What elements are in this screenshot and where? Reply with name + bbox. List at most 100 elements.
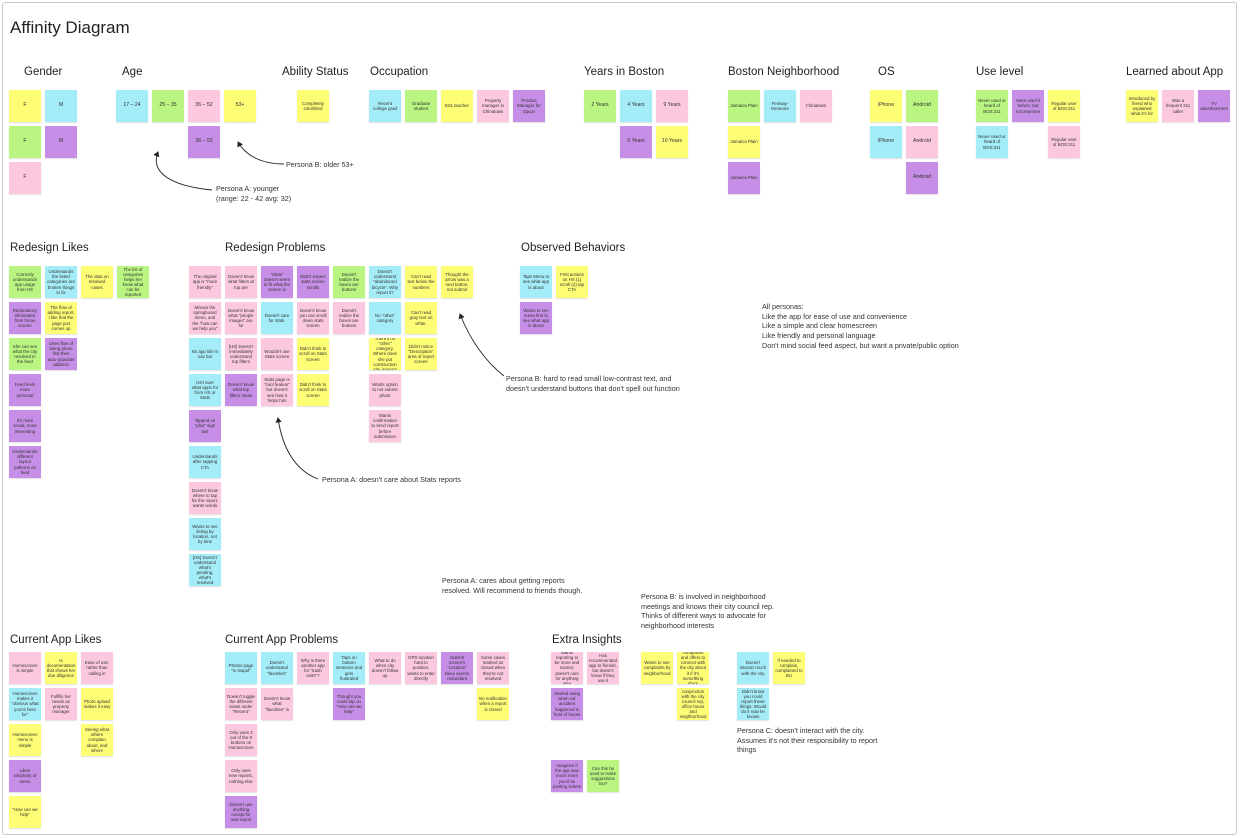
sticky-note: Fenway-Kenmore bbox=[764, 90, 796, 122]
sticky-note: Property manager in Chinatown bbox=[477, 90, 509, 122]
page-title: Affinity Diagram bbox=[10, 18, 130, 37]
sticky-note: Tapped on "plus" sign last bbox=[189, 410, 221, 442]
sticky-note: No app title in nav bar bbox=[189, 338, 221, 370]
sticky-note: Was a frequent 311 caller bbox=[1162, 90, 1194, 122]
sticky-note: Likes simplicity of menu bbox=[9, 760, 41, 792]
arrow-persona-a-stats bbox=[275, 417, 319, 480]
sticky-note: It's more visual, more interesting bbox=[9, 410, 41, 442]
sticky-note: Android bbox=[906, 126, 938, 158]
sticky-note: M bbox=[45, 90, 77, 122]
annotation-persona-a-resolved: Persona A: cares about getting reports r… bbox=[442, 576, 583, 595]
sticky-note: Thought the arrow was a next button, not… bbox=[441, 266, 473, 298]
sticky-note: 17 – 24 bbox=[116, 90, 148, 122]
sticky-note: Doesn't understand "favorites" bbox=[261, 652, 293, 684]
sticky-note: Regular user of BOS:311 bbox=[1048, 126, 1080, 158]
sticky-note: Taps Menu to see what app is about bbox=[520, 266, 552, 298]
sticky-note: Uses this in conjunction with the city c… bbox=[677, 688, 709, 720]
sticky-note: Introduced by friend who explained what … bbox=[1126, 90, 1158, 122]
header-redesign-problems: Redesign Problems bbox=[225, 242, 326, 254]
sticky-note: 9 Years bbox=[656, 90, 688, 122]
header-years-in-boston: Years in Boston bbox=[584, 66, 665, 78]
sticky-note: Fulfills her needs as property manager bbox=[45, 688, 77, 720]
sticky-note: Never used or heard of BOS:311 bbox=[976, 90, 1008, 122]
sticky-note: The flow of adding report, I like that t… bbox=[45, 302, 77, 334]
sticky-note: Feed feels more personal bbox=[9, 374, 41, 406]
header-use-level: Use level bbox=[976, 66, 1024, 78]
sticky-note: Android bbox=[906, 162, 938, 194]
sticky-note: Wants confirmation to send report before… bbox=[369, 410, 401, 442]
sticky-note: Doesn't care for stats. bbox=[261, 302, 293, 334]
annotation-all-personas: All personas: Like the app for ease of u… bbox=[762, 302, 959, 350]
sticky-note: Have used it before, but not anymore bbox=[1012, 90, 1044, 122]
sticky-note: 25 – 35 bbox=[152, 90, 184, 122]
sticky-note: Product Manager for Zipcar bbox=[513, 90, 545, 122]
header-age: Age bbox=[122, 66, 143, 78]
sticky-note: Stats page is "cool feature" but doesn't… bbox=[261, 374, 293, 406]
sticky-note: Only uses new reports, nothing else bbox=[225, 760, 257, 792]
sticky-note: Wouldn't use Stats screen bbox=[261, 338, 293, 370]
arrow-persona-b-readability bbox=[458, 313, 505, 377]
sticky-note: The original app is "more friendly" bbox=[189, 266, 221, 298]
header-boston-neighborhood: Boston Neighborhood bbox=[728, 66, 840, 78]
sticky-note: [HS] Doesn't understand what's pending, … bbox=[189, 554, 221, 586]
sticky-note: Didn't expect stats screen scrolls bbox=[297, 266, 329, 298]
sticky-note: Doesn't realize the boxes are buttons bbox=[333, 302, 365, 334]
annotation-persona-b-age: Persona B: older 53+ bbox=[286, 160, 354, 169]
sticky-note: "How can we help" bbox=[9, 796, 41, 828]
sticky-note: Submit screen's "Location" twice seems r… bbox=[441, 652, 473, 684]
annotation-persona-a-age: Persona A: younger (range: 22 - 42 avg: … bbox=[216, 184, 292, 203]
sticky-note: Wants reporting to be more and sooner, d… bbox=[551, 652, 583, 684]
header-extra-insights: Extra Insights bbox=[552, 634, 622, 646]
sticky-note: F bbox=[9, 162, 41, 194]
annotation-persona-c: Persona C: doesn't interact with the cit… bbox=[737, 726, 878, 755]
arrow-persona-a-age bbox=[153, 151, 213, 191]
sticky-note: iPhone bbox=[870, 126, 902, 158]
annotation-persona-a-stats: Persona A: doesn't care about Stats repo… bbox=[322, 475, 461, 484]
sticky-note: iPhone bbox=[870, 90, 902, 122]
sticky-note: Can't read text below the numbers bbox=[405, 266, 437, 298]
sticky-note: No notification when a report is closed bbox=[477, 688, 509, 720]
sticky-note: Jamaica Plain bbox=[728, 162, 760, 194]
header-redesign-likes: Redesign Likes bbox=[10, 242, 89, 254]
sticky-note: First actions on HS (1) scroll (2) tap C… bbox=[556, 266, 588, 298]
sticky-note: She can see what the city resolved in th… bbox=[9, 338, 41, 370]
sticky-note: Why is there another app for "trash exit… bbox=[297, 652, 329, 684]
header-ability-status: Ability Status bbox=[282, 66, 349, 78]
annotation-persona-b-neighborhood: Persona B: is involved in neighborhood m… bbox=[641, 592, 775, 631]
sticky-note: Doesn't know what "favorites" is bbox=[261, 688, 293, 720]
arrow-persona-b-age bbox=[237, 141, 285, 165]
header-observed-behaviors: Observed Behaviors bbox=[521, 242, 626, 254]
sticky-note: ESL teacher bbox=[441, 90, 473, 122]
sticky-note: Started using when car accident happened… bbox=[551, 688, 583, 720]
sticky-note: Doesn't toggle the different views under… bbox=[225, 688, 257, 720]
sticky-note: Wants to see listing by location, not by… bbox=[189, 518, 221, 550]
sticky-note: Is documentation that shows her due dili… bbox=[45, 652, 77, 684]
sticky-note: Understands different layout patterns on… bbox=[9, 446, 41, 478]
sticky-note: The data on resolved cases bbox=[81, 266, 113, 298]
sticky-note: Completely colorblind bbox=[297, 90, 329, 122]
sticky-note: No "other" category bbox=[369, 302, 401, 334]
sticky-note: She sees the complaints and offers to co… bbox=[677, 652, 709, 684]
sticky-note: Homescreen menu is simple bbox=[9, 724, 41, 756]
sticky-note: Photo upload makes it easy bbox=[81, 688, 113, 720]
header-current-app-problems: Current App Problems bbox=[225, 634, 339, 646]
sticky-note: 53+ bbox=[224, 90, 256, 122]
header-os: OS bbox=[878, 66, 895, 78]
sticky-note: 5 Years bbox=[620, 126, 652, 158]
sticky-note: Graduate student bbox=[405, 90, 437, 122]
sticky-note: What to do when city doesn't follow up bbox=[369, 652, 401, 684]
sticky-note: Doesn't know you can scroll down stats s… bbox=[297, 302, 329, 334]
sticky-note: Never used or heard of BOS:311 bbox=[976, 126, 1008, 158]
sticky-note: Jamaica Plain bbox=[728, 90, 760, 122]
sticky-note: Regular user of BOS:311 bbox=[1048, 90, 1080, 122]
sticky-note: [HS] Doesn't immediately understand top … bbox=[225, 338, 257, 370]
sticky-note: Wants option to not submit photo bbox=[369, 374, 401, 406]
sticky-note: Doesn't realize the boxes are buttons bbox=[333, 266, 365, 298]
sticky-note: Redundancy eliminated from home screen bbox=[9, 302, 41, 334]
sticky-note: Isn't sure what apps for from HS or Stat… bbox=[189, 374, 221, 406]
sticky-note: Doesn't know where to tap for the report… bbox=[189, 482, 221, 514]
sticky-note: Can't read gray text on white. bbox=[405, 302, 437, 334]
sticky-note: F bbox=[9, 90, 41, 122]
sticky-note: Doesn't know what top filters mean bbox=[225, 374, 257, 406]
sticky-note: If needed to complain, complained to BU bbox=[773, 652, 805, 684]
